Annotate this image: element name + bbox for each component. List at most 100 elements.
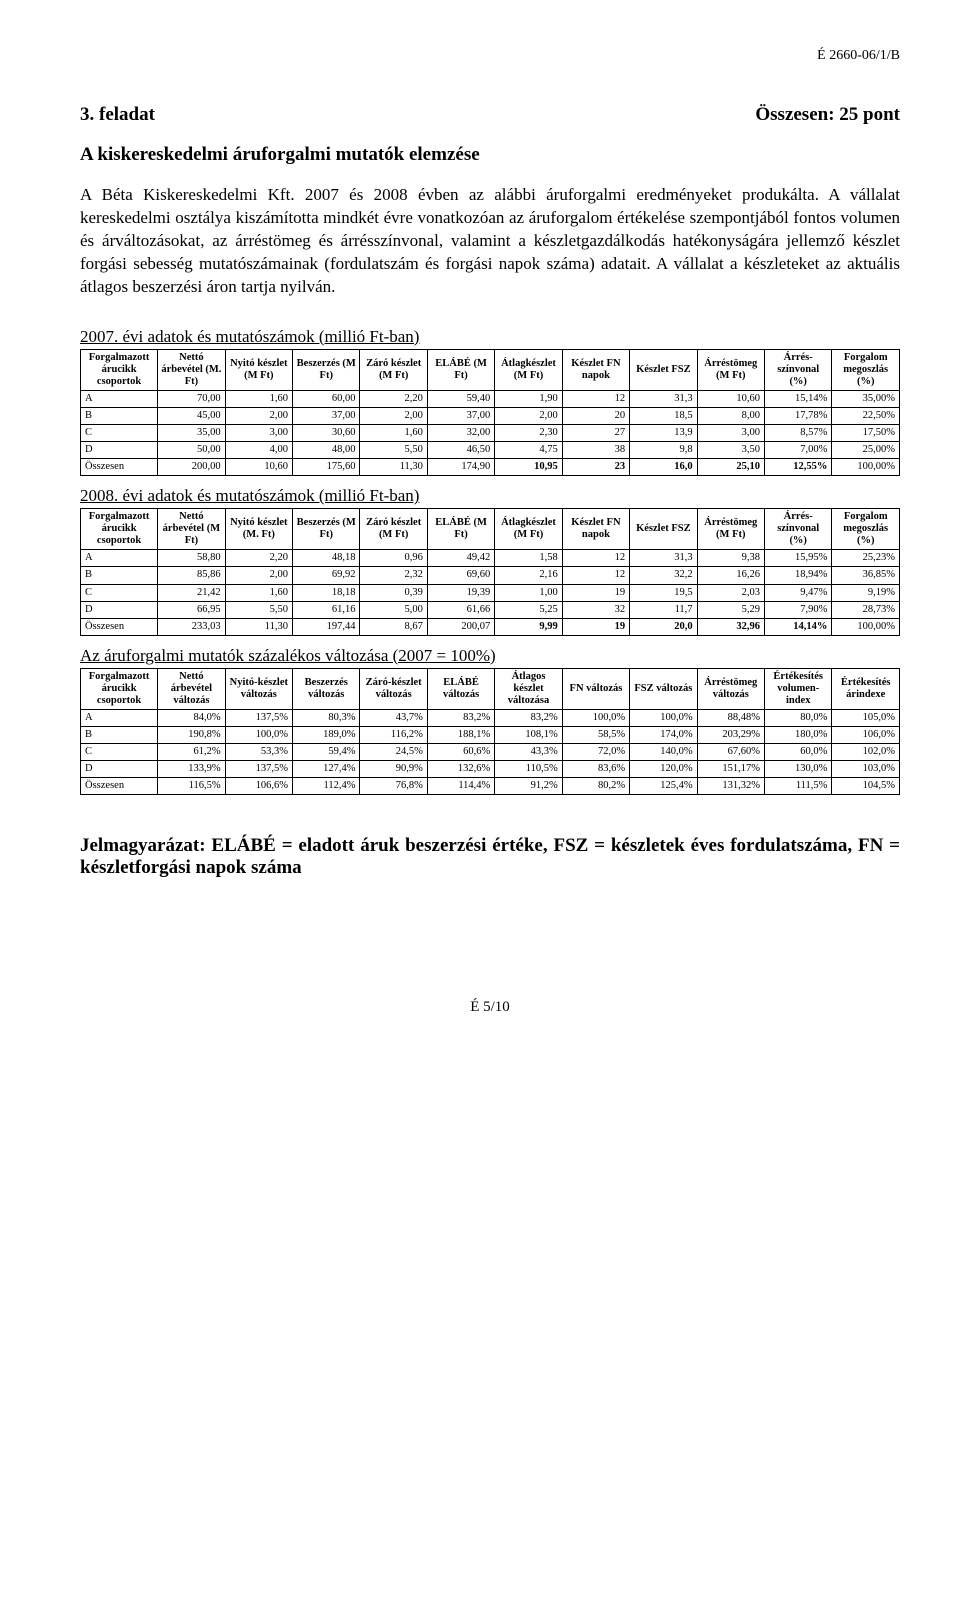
table-header-cell: Átlagkészlet (M Ft) — [495, 349, 562, 390]
data-table: Forgalmazott árucikk csoportokNettó árbe… — [80, 349, 900, 477]
table-row: A84,0%137,5%80,3%43,7%83,2%83,2%100,0%10… — [81, 709, 900, 726]
table-cell: 12 — [562, 567, 629, 584]
table-cell: Összesen — [81, 778, 158, 795]
table-title: Az áruforgalmi mutatók százalékos változ… — [80, 646, 900, 666]
table-cell: 69,60 — [427, 567, 494, 584]
table-header-cell: Forgalom megoszlás (%) — [832, 349, 900, 390]
table-cell: 1,60 — [225, 584, 292, 601]
table-cell: 19 — [562, 618, 629, 635]
table-cell: 233,03 — [158, 618, 225, 635]
table-cell: 25,00% — [832, 442, 900, 459]
table-cell: 110,5% — [495, 761, 562, 778]
table-cell: 28,73% — [832, 601, 900, 618]
table-cell: 80,3% — [293, 709, 360, 726]
table-cell: 133,9% — [158, 761, 225, 778]
table-cell: 132,6% — [427, 761, 494, 778]
table-cell: D — [81, 761, 158, 778]
table-row: C35,003,0030,601,6032,002,302713,93,008,… — [81, 425, 900, 442]
table-cell: C — [81, 744, 158, 761]
table-cell: 188,1% — [427, 726, 494, 743]
table-cell: 36,85% — [832, 567, 900, 584]
table-cell: 35,00 — [158, 425, 225, 442]
table-cell: 130,0% — [764, 761, 831, 778]
table-cell: B — [81, 726, 158, 743]
table-cell: 2,00 — [225, 407, 292, 424]
table-row: A58,802,2048,180,9649,421,581231,39,3815… — [81, 550, 900, 567]
table-cell: A — [81, 550, 158, 567]
table-cell: 2,03 — [697, 584, 764, 601]
table-cell: 61,2% — [158, 744, 225, 761]
table-cell: C — [81, 425, 158, 442]
table-cell: 137,5% — [225, 761, 292, 778]
table-cell: 106,6% — [225, 778, 292, 795]
table-cell: 125,4% — [630, 778, 697, 795]
table-cell: 1,60 — [360, 425, 427, 442]
table-cell: 1,60 — [225, 390, 292, 407]
table-cell: 8,00 — [697, 407, 764, 424]
table-cell: 22,50% — [832, 407, 900, 424]
table-row: D50,004,0048,005,5046,504,75389,83,507,0… — [81, 442, 900, 459]
table-cell: 76,8% — [360, 778, 427, 795]
table-cell: 2,20 — [360, 390, 427, 407]
table-cell: 10,60 — [225, 459, 292, 476]
table-row: B45,002,0037,002,0037,002,002018,58,0017… — [81, 407, 900, 424]
table-header-cell: Értékesítés árindexe — [832, 668, 900, 709]
table-cell: 12 — [562, 390, 629, 407]
table-cell: 2,16 — [495, 567, 562, 584]
table-cell: 48,00 — [293, 442, 360, 459]
table-cell: 60,6% — [427, 744, 494, 761]
table-cell: 151,17% — [697, 761, 764, 778]
table-cell: 120,0% — [630, 761, 697, 778]
table-header-cell: FSZ változás — [630, 668, 697, 709]
table-title: 2007. évi adatok és mutatószámok (millió… — [80, 327, 900, 347]
table-cell: 131,32% — [697, 778, 764, 795]
table-header-cell: Nyitó készlet (M. Ft) — [225, 509, 292, 550]
table-cell: 25,23% — [832, 550, 900, 567]
table-title: 2008. évi adatok és mutatószámok (millió… — [80, 486, 900, 506]
table-cell: 203,29% — [697, 726, 764, 743]
table-cell: 11,30 — [360, 459, 427, 476]
legend: Jelmagyarázat: ELÁBÉ = eladott áruk besz… — [80, 835, 900, 879]
table-cell: C — [81, 584, 158, 601]
table-cell: 114,4% — [427, 778, 494, 795]
table-cell: 60,00 — [293, 390, 360, 407]
table-cell: 5,29 — [697, 601, 764, 618]
table-cell: 2,20 — [225, 550, 292, 567]
table-cell: 66,95 — [158, 601, 225, 618]
table-header-cell: Árrés-színvonal (%) — [764, 509, 831, 550]
table-cell: 69,92 — [293, 567, 360, 584]
table-cell: 116,5% — [158, 778, 225, 795]
table-cell: 32 — [562, 601, 629, 618]
table-cell: 35,00% — [832, 390, 900, 407]
table-header-cell: ELÁBÉ (M Ft) — [427, 509, 494, 550]
table-cell: 3,00 — [697, 425, 764, 442]
table-cell: 43,7% — [360, 709, 427, 726]
table-cell: 174,0% — [630, 726, 697, 743]
table-cell: 14,14% — [764, 618, 831, 635]
points-label: Összesen: 25 pont — [755, 104, 900, 126]
table-cell: 100,00% — [832, 459, 900, 476]
table-header-cell: Átlagos készlet változása — [495, 668, 562, 709]
table-cell: 0,39 — [360, 584, 427, 601]
table-cell: 19,5 — [630, 584, 697, 601]
table-header-cell: Forgalmazott árucikk csoportok — [81, 668, 158, 709]
table-cell: A — [81, 709, 158, 726]
table-cell: 19 — [562, 584, 629, 601]
table-cell: 58,80 — [158, 550, 225, 567]
table-cell: 200,00 — [158, 459, 225, 476]
table-cell: 102,0% — [832, 744, 900, 761]
table-cell: 100,0% — [562, 709, 629, 726]
table-row: B190,8%100,0%189,0%116,2%188,1%108,1%58,… — [81, 726, 900, 743]
table-header-cell: Készlet FN napok — [562, 349, 629, 390]
table-cell: 4,00 — [225, 442, 292, 459]
table-cell: 5,00 — [360, 601, 427, 618]
table-cell: 88,48% — [697, 709, 764, 726]
table-cell: 103,0% — [832, 761, 900, 778]
table-cell: 11,7 — [630, 601, 697, 618]
table-cell: 9,38 — [697, 550, 764, 567]
table-cell: 37,00 — [427, 407, 494, 424]
table-cell: 140,0% — [630, 744, 697, 761]
table-cell: 189,0% — [293, 726, 360, 743]
table-cell: 4,75 — [495, 442, 562, 459]
table-header-cell: Beszerzés változás — [293, 668, 360, 709]
